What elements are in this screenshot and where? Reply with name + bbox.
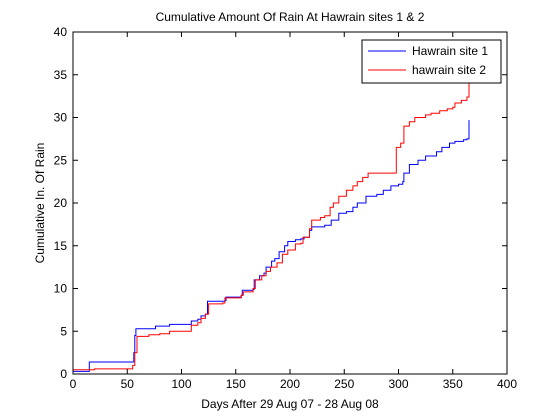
chart-title: Cumulative Amount Of Rain At Hawrain sit… (156, 10, 425, 24)
x-tick-label: 200 (280, 377, 300, 391)
x-tick-label: 50 (121, 377, 135, 391)
x-tick-label: 350 (443, 377, 463, 391)
y-tick-label: 30 (54, 111, 68, 125)
legend-label-site-2: hawrain site 2 (412, 63, 486, 77)
x-tick-label: 150 (226, 377, 246, 391)
y-axis-label: Cumulative In. Of Rain (33, 143, 47, 264)
x-tick-label: 400 (497, 377, 517, 391)
plot-area-border (72, 31, 508, 375)
legend: Hawrain site 1 hawrain site 2 (361, 39, 502, 84)
tick-layer: 0 50 100 150 200 250 300 350 400 0 5 10 15 20 25 30 35 40 (54, 25, 518, 391)
y-tick-label: 10 (54, 282, 68, 296)
y-tick-label: 20 (54, 196, 68, 210)
y-tick-label: 35 (54, 68, 68, 82)
x-tick-label: 100 (171, 377, 191, 391)
series-line-site-1 (73, 120, 470, 372)
y-tick-label: 5 (60, 324, 67, 338)
series-layer (73, 79, 470, 372)
legend-label-site-1: Hawrain site 1 (412, 44, 488, 58)
x-tick-label: 0 (70, 377, 77, 391)
series-line-site-2 (73, 79, 470, 371)
y-tick-label: 15 (54, 239, 68, 253)
legend-box (361, 39, 502, 84)
y-tick-label: 40 (54, 25, 68, 39)
y-tick-label: 25 (54, 153, 68, 167)
x-axis-label: Days After 29 Aug 07 - 28 Aug 08 (201, 397, 379, 411)
x-tick-label: 300 (388, 377, 408, 391)
plot-area-background (73, 32, 507, 374)
y-tick-label: 0 (60, 367, 67, 381)
x-tick-label: 250 (334, 377, 354, 391)
